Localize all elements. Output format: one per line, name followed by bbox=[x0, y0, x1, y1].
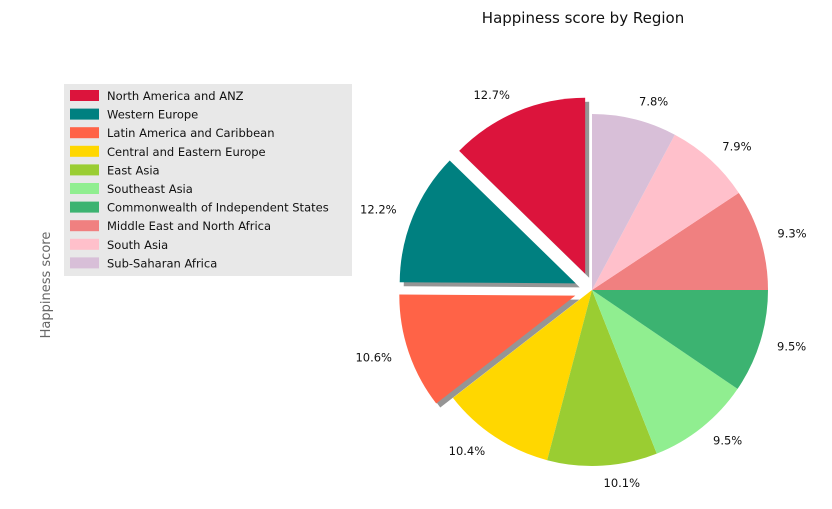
legend-swatch bbox=[70, 183, 99, 194]
legend-swatch bbox=[70, 90, 99, 101]
slice-percent-label: 7.8% bbox=[639, 95, 668, 109]
legend-label: North America and ANZ bbox=[107, 89, 244, 103]
legend-label: Commonwealth of Independent States bbox=[107, 201, 329, 215]
legend-swatch bbox=[70, 220, 99, 232]
legend-swatch bbox=[70, 108, 99, 120]
legend-label: Western Europe bbox=[107, 108, 198, 122]
pie-slice bbox=[592, 192, 768, 290]
legend-frame bbox=[64, 84, 352, 276]
legend-label: Central and Eastern Europe bbox=[107, 145, 266, 159]
pie-slice bbox=[547, 290, 657, 466]
legend-label: Sub-Saharan Africa bbox=[107, 256, 217, 270]
pie-slice bbox=[592, 114, 675, 290]
chart-title: Happiness score by Region bbox=[482, 9, 684, 27]
legend-swatch bbox=[70, 145, 99, 157]
pie-slice bbox=[399, 294, 576, 404]
legend-swatch bbox=[70, 127, 99, 139]
slice-percent-label: 10.1% bbox=[604, 476, 641, 490]
pie-slice bbox=[592, 290, 768, 389]
slice-percent-label: 9.5% bbox=[713, 434, 742, 448]
y-axis-label: Happiness score bbox=[39, 232, 54, 339]
legend-label: Latin America and Caribbean bbox=[107, 126, 275, 140]
slice-percent-label: 12.7% bbox=[473, 88, 510, 102]
legend-swatch bbox=[70, 257, 99, 269]
legend-swatch bbox=[70, 164, 99, 176]
legend-label: Middle East and North Africa bbox=[107, 219, 271, 233]
slice-percent-label: 12.2% bbox=[360, 202, 397, 216]
legend: North America and ANZ Western Europe Latin… bbox=[64, 84, 352, 276]
slice-percent-label: 10.4% bbox=[449, 444, 486, 458]
slice-percent-label: 9.3% bbox=[777, 227, 806, 241]
slice-percent-label: 7.9% bbox=[722, 139, 751, 153]
legend-label: South Asia bbox=[107, 238, 168, 252]
pie-slice bbox=[452, 290, 592, 461]
slice-percent-label: 10.6% bbox=[355, 350, 392, 364]
pie-slice bbox=[592, 134, 739, 290]
slice-percent-label: 9.5% bbox=[777, 339, 806, 353]
legend-label: East Asia bbox=[107, 163, 160, 177]
pie-slice bbox=[399, 160, 576, 284]
pie-slice bbox=[592, 290, 738, 454]
legend-swatch bbox=[70, 238, 99, 250]
legend-label: Southeast Asia bbox=[107, 182, 193, 196]
pie-chart: 12.7% 12.2% 10.6% 10.4% 10.1% 9.5% 9.5% 9.3% 7.9… bbox=[355, 88, 806, 490]
pie-slice bbox=[459, 97, 586, 274]
legend-swatch bbox=[70, 201, 99, 213]
